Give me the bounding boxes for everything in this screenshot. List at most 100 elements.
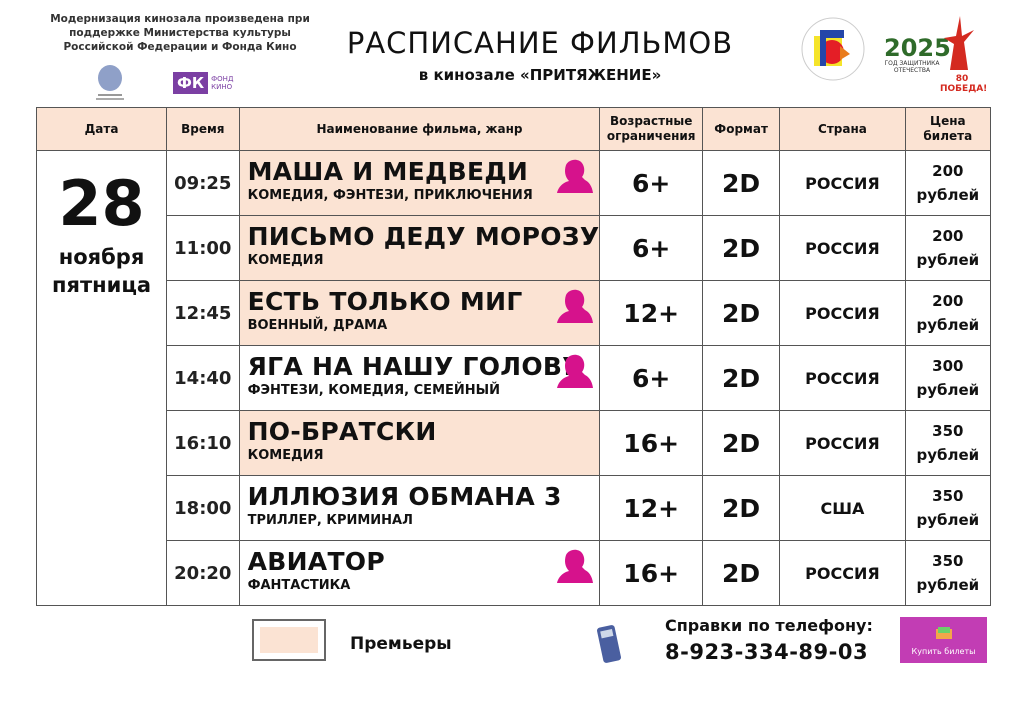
age-rating: 6+ bbox=[599, 345, 703, 411]
column-header-time: Время bbox=[166, 107, 240, 151]
premiere-legend-swatch bbox=[252, 619, 326, 661]
format: 2D bbox=[701, 150, 781, 216]
film-cell: ЯГА НА НАШУ ГОЛОВУ ФЭНТЕЗИ, КОМЕДИЯ, СЕМЕ… bbox=[238, 345, 601, 411]
victory-logo-text: 80 ПОБЕДА! bbox=[940, 74, 988, 94]
price-value: 200 bbox=[932, 162, 964, 180]
column-header-film: Наименование фильма, жанр bbox=[238, 107, 601, 151]
showtime: 12:45 bbox=[166, 280, 240, 346]
age-rating: 16+ bbox=[599, 410, 703, 476]
ticket-price: 200 рублей bbox=[904, 150, 992, 216]
price-currency: рублей bbox=[916, 316, 980, 334]
table-row: 16:10 ПО-БРАТСКИ КОМЕДИЯ 16+ 2D РОССИЯ 35… bbox=[37, 410, 992, 476]
film-cell: ПИСЬМО ДЕДУ МОРОЗУ КОМЕДИЯ bbox=[238, 215, 601, 281]
date-month: ноября bbox=[58, 245, 145, 269]
country: РОССИЯ bbox=[779, 215, 906, 281]
phone-icon bbox=[597, 625, 621, 663]
film-title: ЯГА НА НАШУ ГОЛОВУ bbox=[247, 352, 582, 381]
format: 2D bbox=[701, 410, 781, 476]
film-genre: КОМЕДИЯ bbox=[247, 253, 324, 268]
price-value: 350 bbox=[932, 422, 964, 440]
table-header-row: Дата Время Наименование фильма, жанр Воз… bbox=[35, 107, 992, 151]
price-currency: рублей bbox=[916, 186, 980, 204]
pushkin-card-icon bbox=[557, 289, 594, 323]
column-header-format: Формат bbox=[701, 107, 781, 151]
ticket-icon bbox=[936, 627, 952, 639]
table-row: 14:40 ЯГА НА НАШУ ГОЛОВУ ФЭНТЕЗИ, КОМЕДИЯ… bbox=[37, 345, 992, 411]
ticket-price: 350 рублей bbox=[904, 475, 992, 541]
support-note: Модернизация кинозала произведена при по… bbox=[50, 13, 310, 53]
column-header-price: Цена билета bbox=[904, 107, 992, 151]
country: РОССИЯ bbox=[779, 410, 906, 476]
price-currency: рублей bbox=[916, 446, 980, 464]
film-title: ПИСЬМО ДЕДУ МОРОЗУ bbox=[247, 222, 600, 251]
phone-label: Справки по телефону: bbox=[665, 616, 873, 635]
buy-tickets-button[interactable]: Купить билеты bbox=[900, 617, 987, 663]
showtime: 18:00 bbox=[166, 475, 240, 541]
price-value: 300 bbox=[932, 357, 964, 375]
film-cell: АВИАТОР ФАНТАСТИКА bbox=[238, 540, 601, 606]
page-subtitle: в кинозале «ПРИТЯЖЕНИЕ» bbox=[418, 66, 662, 84]
ticket-price: 200 рублей bbox=[904, 280, 992, 346]
table-row: 18:00 ИЛЛЮЗИЯ ОБМАНА 3 ТРИЛЛЕР, КРИМИНАЛ … bbox=[37, 475, 992, 541]
country: РОССИЯ bbox=[779, 345, 906, 411]
showtime: 20:20 bbox=[166, 540, 240, 606]
format: 2D bbox=[701, 215, 781, 281]
date-weekday: пятница bbox=[51, 273, 152, 297]
country: США bbox=[779, 475, 906, 541]
showtime: 14:40 bbox=[166, 345, 240, 411]
film-genre: ТРИЛЛЕР, КРИМИНАЛ bbox=[247, 513, 413, 528]
page-title: РАСПИСАНИЕ ФИЛЬМОВ bbox=[346, 26, 734, 60]
date-cell: 28 ноября пятница bbox=[35, 150, 168, 606]
ticket-price: 200 рублей bbox=[904, 215, 992, 281]
film-genre: КОМЕДИЯ bbox=[247, 448, 324, 463]
country: РОССИЯ bbox=[779, 540, 906, 606]
film-title: МАША И МЕДВЕДИ bbox=[247, 157, 529, 186]
showtime: 09:25 bbox=[166, 150, 240, 216]
ticket-price: 350 рублей bbox=[904, 540, 992, 606]
motherland-statue-icon bbox=[944, 16, 974, 70]
film-genre: КОМЕДИЯ, ФЭНТЕЗИ, ПРИКЛЮЧЕНИЯ bbox=[247, 188, 533, 203]
table-row: 20:20 АВИАТОР ФАНТАСТИКА 16+ 2D РОССИЯ 35… bbox=[37, 540, 992, 606]
age-rating: 12+ bbox=[599, 280, 703, 346]
price-value: 200 bbox=[932, 292, 964, 310]
ministry-emblem-icon bbox=[96, 65, 124, 100]
ticket-price: 300 рублей bbox=[904, 345, 992, 411]
cinema-logo-icon bbox=[801, 17, 865, 81]
price-value: 350 bbox=[932, 552, 964, 570]
country: РОССИЯ bbox=[779, 150, 906, 216]
film-title: ИЛЛЮЗИЯ ОБМАНА 3 bbox=[247, 482, 562, 511]
year-logo-sub: ГОД ЗАЩИТНИКА ОТЕЧЕСТВА bbox=[884, 60, 940, 74]
premiere-legend-label: Премьеры bbox=[350, 634, 452, 654]
film-title: АВИАТОР bbox=[247, 547, 385, 576]
country: РОССИЯ bbox=[779, 280, 906, 346]
pushkin-card-icon bbox=[557, 159, 594, 193]
film-cell: ИЛЛЮЗИЯ ОБМАНА 3 ТРИЛЛЕР, КРИМИНАЛ bbox=[238, 475, 601, 541]
ticket-price: 350 рублей bbox=[904, 410, 992, 476]
price-currency: рублей bbox=[916, 576, 980, 594]
format: 2D bbox=[701, 345, 781, 411]
film-genre: ФЭНТЕЗИ, КОМЕДИЯ, СЕМЕЙНЫЙ bbox=[247, 383, 500, 398]
age-rating: 16+ bbox=[599, 540, 703, 606]
price-value: 350 bbox=[932, 487, 964, 505]
format: 2D bbox=[701, 540, 781, 606]
film-title: ПО-БРАТСКИ bbox=[247, 417, 437, 446]
film-cell: ПО-БРАТСКИ КОМЕДИЯ bbox=[238, 410, 601, 476]
pushkin-card-icon bbox=[557, 549, 594, 583]
fond-kino-logo: ФК ФОНД КИНО bbox=[173, 72, 241, 94]
film-title: ЕСТЬ ТОЛЬКО МИГ bbox=[247, 287, 523, 316]
year-logo-number: 2025 bbox=[884, 34, 951, 62]
table-row: 11:00 ПИСЬМО ДЕДУ МОРОЗУ КОМЕДИЯ 6+ 2D РО… bbox=[37, 215, 992, 281]
price-currency: рублей bbox=[916, 381, 980, 399]
age-rating: 6+ bbox=[599, 150, 703, 216]
price-value: 200 bbox=[932, 227, 964, 245]
fk-logo-sub: ФОНД КИНО bbox=[211, 75, 234, 91]
film-cell: МАША И МЕДВЕДИ КОМЕДИЯ, ФЭНТЕЗИ, ПРИКЛЮЧЕ… bbox=[238, 150, 601, 216]
price-currency: рублей bbox=[916, 251, 980, 269]
format: 2D bbox=[701, 280, 781, 346]
format: 2D bbox=[701, 475, 781, 541]
table-row: 12:45 ЕСТЬ ТОЛЬКО МИГ ВОЕННЫЙ, ДРАМА 12+ … bbox=[37, 280, 992, 346]
film-cell: ЕСТЬ ТОЛЬКО МИГ ВОЕННЫЙ, ДРАМА bbox=[238, 280, 601, 346]
film-genre: ВОЕННЫЙ, ДРАМА bbox=[247, 318, 388, 333]
showtime: 16:10 bbox=[166, 410, 240, 476]
age-rating: 12+ bbox=[599, 475, 703, 541]
